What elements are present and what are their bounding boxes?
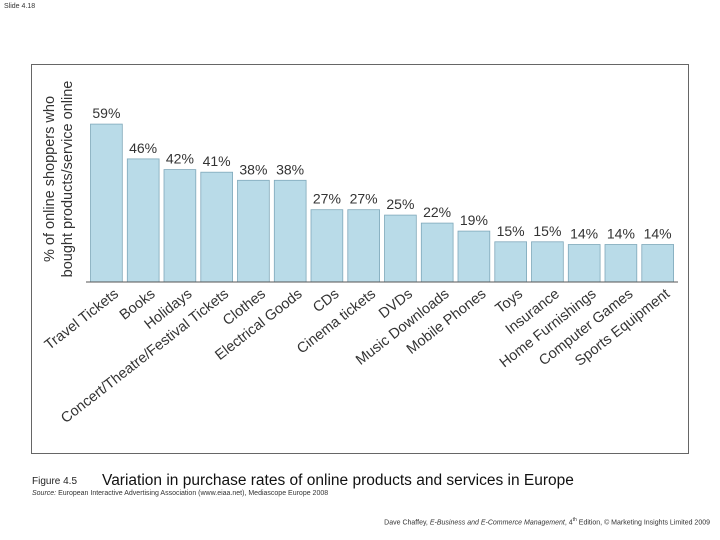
bar-books — [126, 158, 160, 283]
bar-chart: % of online shoppers who bought products/… — [31, 64, 689, 454]
footer-rest: Edition, © Marketing Insights Limited 20… — [576, 519, 710, 527]
source-label: Source: — [32, 490, 57, 497]
footer-edition-suffix: th — [572, 517, 577, 523]
value-label-concert-theatre-festival-tickets: 41% — [203, 153, 231, 169]
value-label-travel-tickets: 59% — [92, 105, 120, 121]
bar-computer-games — [604, 244, 638, 283]
bar-travel-tickets — [90, 123, 123, 283]
slide-number: Slide 4.18 — [4, 3, 36, 10]
y-axis-title: % of online shoppers who bought products/… — [42, 81, 76, 278]
bar-insurance — [531, 241, 564, 283]
value-labels: 59% 46% 42% 41% 38% 38% 27% 27% 25% 22% 19% 15% 15% 1… — [92, 105, 671, 241]
value-label-toys: 15% — [497, 223, 525, 239]
bar-mobile-phones — [457, 230, 491, 283]
y-axis-title-line-2: bought products/service online — [60, 81, 76, 278]
source-note: Source: European Interactive Advertising… — [32, 490, 328, 497]
bar-sports-equipment — [641, 244, 674, 283]
figure-caption: Variation in purchase rates of online pr… — [102, 472, 574, 489]
bar-dvds — [384, 214, 417, 283]
bar-holidays — [163, 169, 197, 283]
footer-author: Dave Chaffey, — [384, 519, 428, 527]
value-label-home-furnishings: 14% — [570, 226, 598, 242]
footer-credit: Dave Chaffey, E-Business and E-Commerce … — [384, 517, 710, 526]
bar-electrical-goods — [273, 179, 307, 283]
value-label-cinema-tickets: 27% — [350, 191, 378, 207]
footer-book-title: E-Business and E-Commerce Management — [429, 519, 565, 527]
value-label-cds: 27% — [313, 191, 341, 207]
bar-cinema-tickets — [347, 209, 380, 283]
value-label-computer-games: 14% — [607, 226, 635, 242]
value-label-mobile-phones: 19% — [460, 212, 488, 228]
figure-label: Figure 4.5 — [32, 476, 78, 487]
value-label-holidays: 42% — [166, 151, 194, 167]
bar-toys — [494, 241, 527, 283]
bars — [90, 123, 674, 283]
bar-home-furnishings — [567, 244, 601, 283]
value-label-electrical-goods: 38% — [276, 161, 304, 177]
bar-chart-svg: % of online shoppers who bought products/… — [31, 64, 689, 454]
value-label-sports-equipment: 14% — [644, 226, 672, 242]
bar-concert-theatre-festival-tickets — [200, 171, 234, 283]
value-label-music-downloads: 22% — [423, 204, 451, 220]
value-label-insurance: 15% — [533, 223, 561, 239]
bar-music-downloads — [420, 222, 454, 283]
y-axis-title-line-1: % of online shoppers who — [42, 96, 58, 262]
footer-edition-number: , 4 — [564, 519, 573, 527]
value-label-dvds: 25% — [386, 196, 414, 212]
bar-clothes — [237, 179, 270, 283]
source-text: European Interactive Advertising Associa… — [58, 490, 329, 497]
value-label-books: 46% — [129, 140, 157, 156]
bar-cds — [310, 209, 344, 283]
value-label-clothes: 38% — [239, 161, 267, 177]
